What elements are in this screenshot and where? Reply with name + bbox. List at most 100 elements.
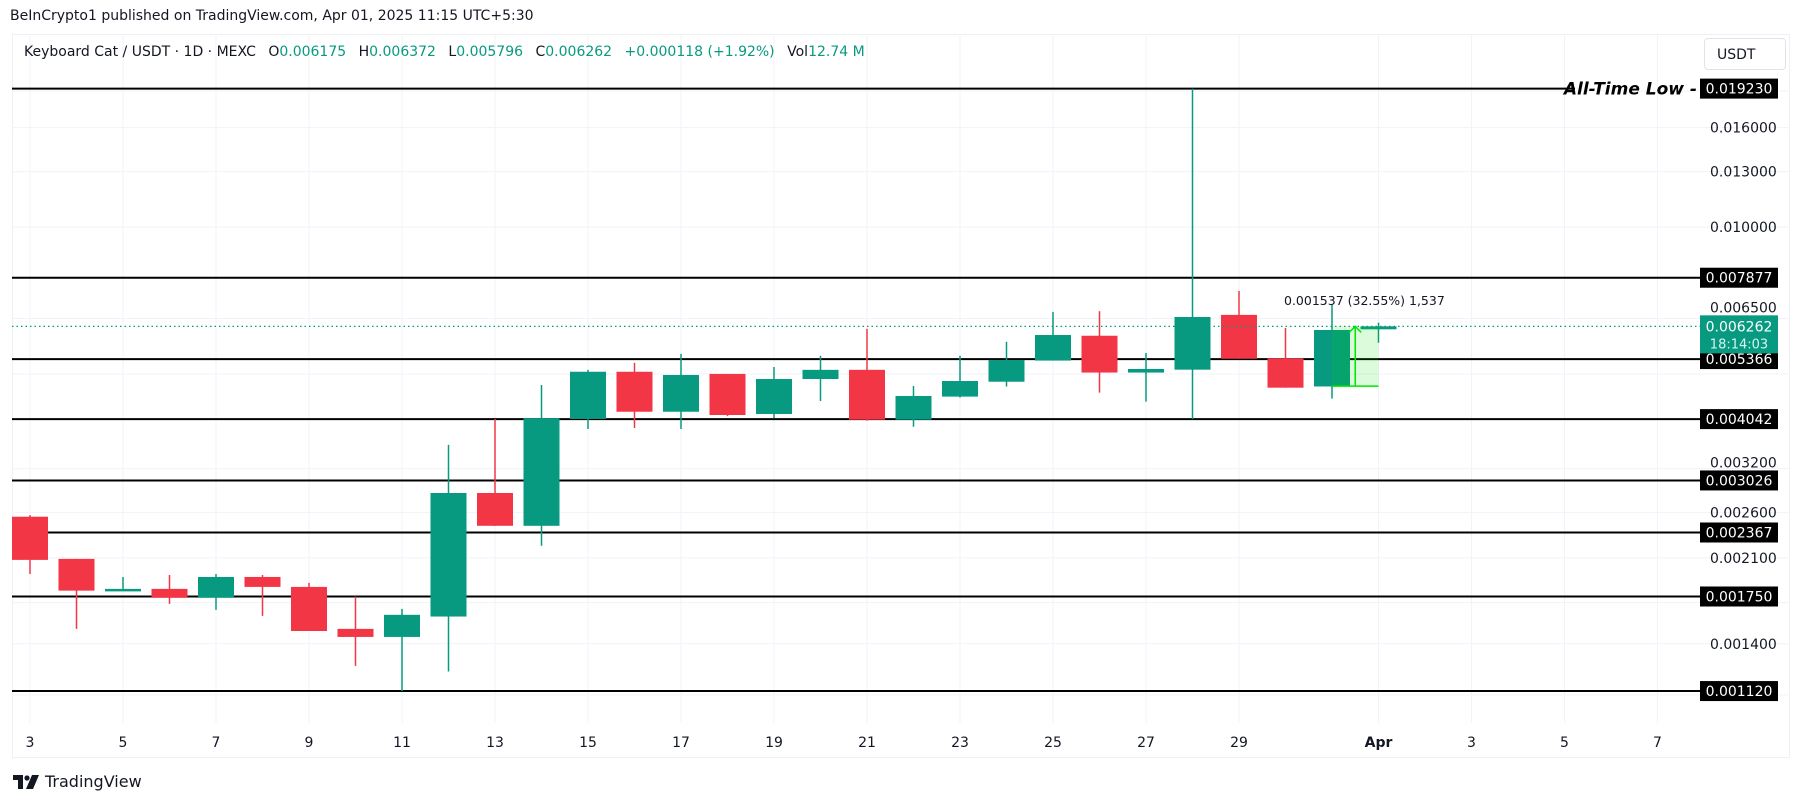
close-label: C <box>535 44 546 60</box>
currency-button[interactable]: USDT <box>1704 38 1786 70</box>
candle-body <box>988 360 1025 382</box>
candle-body <box>58 558 95 591</box>
candle-body <box>151 588 188 598</box>
high-value: 0.006372 <box>369 44 436 60</box>
candle-body <box>616 371 653 412</box>
symbol-legend: Keyboard Cat / USDT · 1D · MEXC O0.00617… <box>24 44 873 60</box>
bar-countdown: 18:14:03 <box>1710 337 1768 352</box>
level-price-label: 0.019230 <box>1706 82 1773 98</box>
candle <box>942 355 978 398</box>
high-label: H <box>358 44 370 60</box>
price-tick-label: 0.002100 <box>1710 551 1777 567</box>
candle <box>616 362 653 428</box>
candle-body <box>849 369 885 420</box>
candle <box>1128 352 1164 402</box>
candle <box>291 582 327 632</box>
candle <box>709 373 746 417</box>
all-time-low-note: All-Time Low - <box>1562 80 1697 100</box>
candle <box>1221 290 1257 359</box>
candle-body <box>1174 316 1211 370</box>
close-value: 0.006262 <box>545 44 613 60</box>
level-price-tag <box>1700 681 1778 702</box>
candle <box>58 558 95 629</box>
level-price-tag <box>1700 349 1778 370</box>
candle-body <box>244 576 281 587</box>
candle <box>12 515 48 574</box>
candle <box>1314 303 1350 399</box>
measure-label: 0.001537 (32.55%) 1,537 <box>1284 293 1445 308</box>
time-tick-label: 29 <box>1230 735 1248 751</box>
candle <box>244 574 281 616</box>
candle <box>1267 327 1304 388</box>
chart-panel[interactable] <box>12 34 1790 758</box>
time-tick-label: 27 <box>1137 735 1155 751</box>
candle-body <box>1314 329 1350 387</box>
candle <box>756 366 792 419</box>
candle-body <box>477 493 513 526</box>
time-tick-label: 23 <box>951 735 969 751</box>
open-value: 0.006175 <box>279 44 347 60</box>
level-price-label: 0.001120 <box>1706 684 1773 700</box>
volume-value: 12.74 M <box>808 44 865 60</box>
price-tick-label: 0.016000 <box>1710 121 1777 137</box>
time-tick-label: 7 <box>212 735 221 751</box>
time-tick-label: 13 <box>486 735 504 751</box>
current-price-label: 0.006262 <box>1706 319 1773 335</box>
candle <box>988 341 1025 387</box>
price-tick-label: 0.006500 <box>1710 300 1777 316</box>
candle <box>1081 311 1118 393</box>
price-tick-label: 0.003200 <box>1710 455 1777 471</box>
volume-label: Vol <box>787 44 809 60</box>
candle-body <box>942 381 978 397</box>
candle-body <box>570 371 606 419</box>
time-tick-label: 5 <box>119 735 128 751</box>
candle <box>1035 311 1071 361</box>
symbol-title[interactable]: Keyboard Cat / USDT · 1D · MEXC <box>24 44 256 60</box>
price-tick-label: 0.010000 <box>1710 220 1777 236</box>
candle-body <box>523 418 560 526</box>
candle-body <box>384 614 420 637</box>
candle <box>570 369 606 429</box>
time-tick-label: 17 <box>672 735 690 751</box>
price-tick-label: 0.001400 <box>1710 637 1777 653</box>
level-price-label: 0.001750 <box>1706 589 1773 605</box>
candles <box>12 88 1700 692</box>
candle-body <box>1128 368 1164 373</box>
current-price-tag <box>1700 315 1778 354</box>
level-price-tag <box>1700 78 1778 99</box>
candle-body <box>1267 358 1304 388</box>
candle-body <box>709 373 746 416</box>
candle-body <box>337 628 374 637</box>
candle <box>477 418 513 526</box>
tradingview-brand: TradingView <box>45 772 142 791</box>
level-price-label: 0.005366 <box>1706 352 1773 368</box>
time-tick-label: 3 <box>26 735 35 751</box>
candle-body <box>895 395 932 420</box>
candle <box>1174 88 1211 420</box>
tradingview-logo[interactable]: TradingView <box>13 772 142 791</box>
candle-body <box>198 576 234 598</box>
candle <box>198 573 234 610</box>
level-price-tag <box>1700 409 1778 430</box>
candle-body <box>1035 335 1071 361</box>
candle-body <box>105 588 141 592</box>
level-price-label: 0.004042 <box>1706 412 1773 428</box>
candle <box>337 596 374 666</box>
candle <box>1360 322 1397 343</box>
level-price-label: 0.002367 <box>1706 525 1773 541</box>
candle <box>430 444 467 672</box>
price-tick-label: 0.013000 <box>1710 165 1777 181</box>
candle <box>523 384 560 546</box>
candle <box>105 576 141 592</box>
candle <box>151 574 188 604</box>
level-price-tag <box>1700 267 1778 288</box>
candle-body <box>663 374 699 412</box>
level-price-tag <box>1700 522 1778 543</box>
level-price-tag <box>1700 470 1778 491</box>
measure-arrow-head-icon <box>1348 325 1362 333</box>
time-tick-label: 9 <box>305 735 314 751</box>
time-tick-label: 25 <box>1044 735 1062 751</box>
candle-body <box>12 516 48 560</box>
open-label: O <box>268 44 280 60</box>
